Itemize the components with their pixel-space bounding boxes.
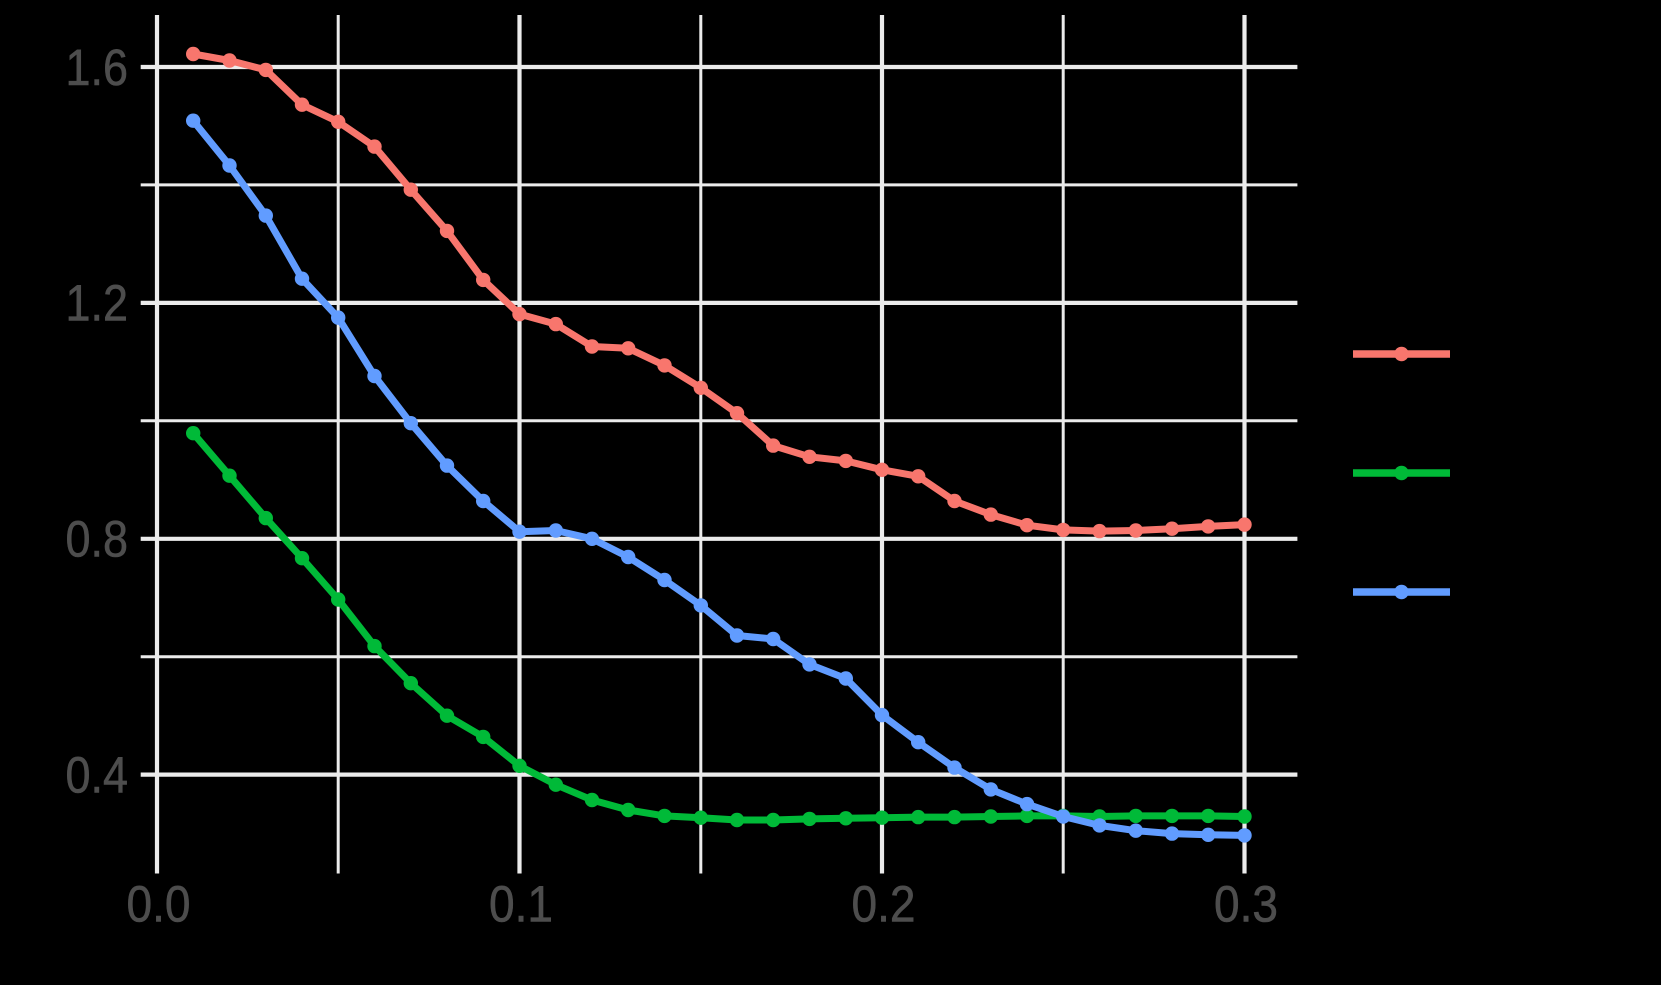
svg-text:0.4: 0.4 <box>66 746 129 803</box>
svg-text:0.3: 0.3 <box>1214 876 1278 933</box>
svg-text:0.0: 0.0 <box>127 876 191 933</box>
svg-text:0.8: 0.8 <box>66 511 129 568</box>
svg-text:1.6: 1.6 <box>66 39 129 96</box>
svg-text:0.1: 0.1 <box>489 876 553 933</box>
svg-text:0.2: 0.2 <box>852 876 916 933</box>
svg-text:1.2: 1.2 <box>66 275 129 332</box>
